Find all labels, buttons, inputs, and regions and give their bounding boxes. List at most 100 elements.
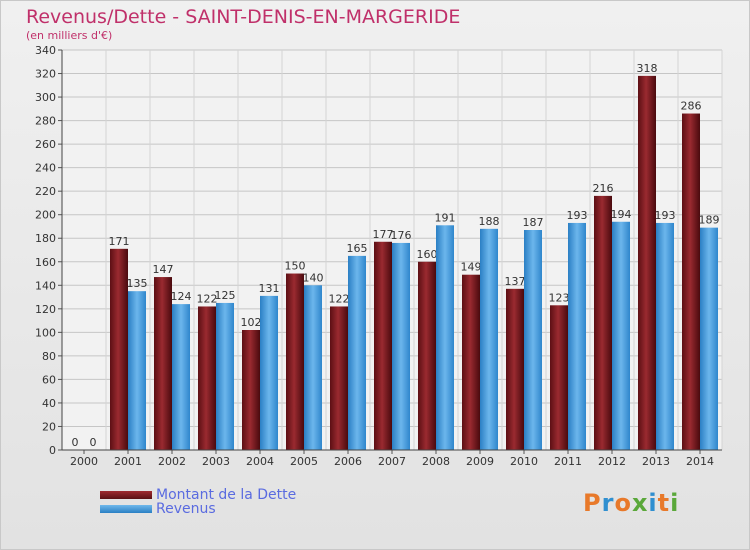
bar-revenus [260,295,278,450]
x-tick-label: 2004 [246,455,274,468]
data-label-revenus: 176 [391,229,412,242]
x-tick-label: 2011 [554,455,582,468]
data-label-dette: 102 [241,316,262,329]
data-label-dette: 149 [461,261,482,274]
logo-letter: i [670,489,680,517]
y-tick-label: 120 [35,303,56,316]
bar-revenus [612,221,630,450]
data-label-revenus: 0 [90,436,97,449]
y-tick-label: 320 [35,68,56,81]
bar-dette [594,195,612,450]
data-label-dette: 286 [681,100,702,113]
data-label-dette: 123 [549,291,570,304]
y-tick-label: 60 [42,373,56,386]
y-tick-label: 260 [35,138,56,151]
bar-dette [286,273,304,450]
legend-swatch-dette [100,491,152,499]
y-tick-label: 200 [35,209,56,222]
bar-revenus [436,225,454,450]
data-label-dette: 171 [109,235,130,248]
data-label-dette: 177 [373,228,394,241]
x-tick-label: 2001 [114,455,142,468]
data-label-revenus: 131 [259,282,280,295]
bar-dette [418,261,436,450]
x-tick-label: 2000 [70,455,98,468]
x-tick-label: 2003 [202,455,230,468]
chart-subtitle: (en milliers d'€) [26,29,113,42]
bar-dette [330,306,348,450]
y-tick-label: 240 [35,162,56,175]
logo-letter: o [614,489,632,517]
bar-dette [198,306,216,450]
data-label-revenus: 125 [215,289,236,302]
x-tick-label: 2009 [466,455,494,468]
x-tick-label: 2013 [642,455,670,468]
data-label-revenus: 165 [347,242,368,255]
data-label-revenus: 140 [303,271,324,284]
y-tick-label: 40 [42,397,56,410]
y-tick-label: 140 [35,279,56,292]
chart-title: Revenus/Dette - SAINT-DENIS-EN-MARGERIDE [26,6,461,28]
bar-dette [374,241,392,450]
y-tick-label: 300 [35,91,56,104]
bar-dette [638,75,656,450]
y-tick-label: 180 [35,232,56,245]
bar-revenus [524,230,542,450]
logo-letter: P [583,489,602,517]
data-label-revenus: 193 [567,209,588,222]
legend-item-dette: Montant de la Dette [100,487,296,503]
x-tick-label: 2006 [334,455,362,468]
data-label-dette: 216 [593,182,614,195]
x-tick-label: 2012 [598,455,626,468]
logo-letter: r [601,489,615,517]
y-tick-label: 220 [35,185,56,198]
bar-dette [242,330,260,450]
bar-dette [550,305,568,450]
bar-revenus [656,222,674,450]
bar-revenus [172,304,190,450]
data-label-dette: 0 [72,436,79,449]
y-tick-label: 80 [42,350,56,363]
x-tick-label: 2008 [422,455,450,468]
x-tick-label: 2014 [686,455,714,468]
data-label-revenus: 194 [611,208,632,221]
bar-revenus [128,291,146,450]
data-label-revenus: 191 [435,211,456,224]
x-tick-label: 2002 [158,455,186,468]
bar-revenus [568,222,586,450]
bar-dette [154,277,172,450]
data-label-dette: 122 [197,292,218,305]
logo-letter: x [631,489,649,517]
bar-revenus [480,228,498,450]
proxiti-logo: Proxiti [583,489,679,517]
x-tick-label: 2007 [378,455,406,468]
data-label-dette: 137 [505,275,526,288]
data-label-dette: 122 [329,292,350,305]
bar-revenus [700,227,718,450]
y-tick-label: 20 [42,420,56,433]
data-label-dette: 318 [637,62,658,75]
legend-item-revenus: Revenus [100,501,216,517]
legend-swatch-revenus [100,505,152,513]
data-label-revenus: 135 [127,277,148,290]
data-label-revenus: 124 [171,290,192,303]
legend-label-dette: Montant de la Dette [156,487,297,503]
data-label-revenus: 188 [479,215,500,228]
data-label-revenus: 187 [523,216,544,229]
bar-revenus [392,242,410,450]
x-tick-label: 2010 [510,455,538,468]
y-tick-label: 0 [49,444,56,457]
y-tick-label: 100 [35,326,56,339]
data-label-dette: 150 [285,260,306,273]
data-label-dette: 147 [153,263,174,276]
legend-label-revenus: Revenus [156,501,216,517]
bar-revenus [304,285,322,450]
bar-dette [462,274,480,450]
bar-dette [506,288,524,450]
x-tick-label: 2005 [290,455,318,468]
y-tick-label: 340 [35,44,56,57]
logo-letter: i [648,489,658,517]
data-label-revenus: 193 [655,209,676,222]
data-label-revenus: 189 [699,214,720,227]
